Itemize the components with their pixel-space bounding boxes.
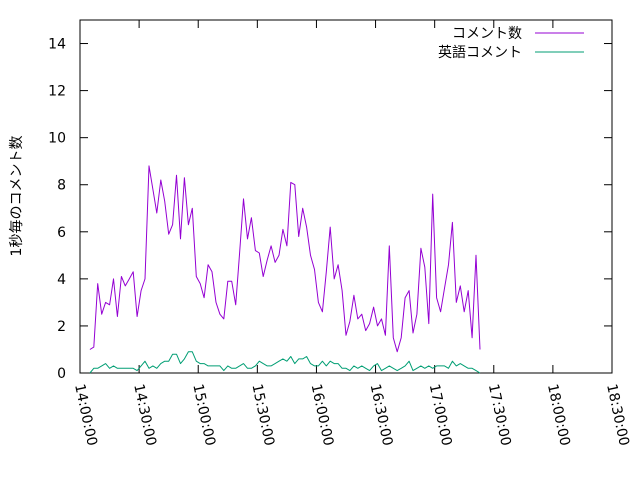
x-tick-label: 17:30:00 [485, 383, 514, 448]
y-axis-ticks: 0 2 4 6 8 10 12 14 [48, 37, 612, 382]
x-tick-label: 18:30:00 [603, 383, 632, 448]
legend-label: コメント数 [452, 26, 522, 42]
y-tick-label: 12 [48, 84, 66, 100]
x-axis-ticks: 14:00:00 14:30:00 15:00:00 15:30:00 16:00:00… [71, 20, 632, 447]
y-axis-label: 1秒毎のコメント数 [9, 136, 25, 257]
series-line-2 [89, 351, 481, 374]
y-tick-label: 2 [57, 319, 66, 335]
x-tick-label: 15:30:00 [248, 383, 277, 448]
y-tick-label: 4 [57, 272, 66, 288]
x-tick-label: 14:00:00 [71, 383, 100, 448]
x-tick-label: 15:00:00 [189, 383, 218, 448]
y-tick-label: 10 [48, 131, 66, 147]
x-tick-label: 17:00:00 [426, 383, 455, 448]
y-tick-label: 6 [57, 225, 66, 241]
y-tick-label: 14 [48, 37, 66, 53]
plot-frame [79, 19, 613, 374]
x-tick-label: 16:30:00 [367, 383, 396, 448]
legend-label: 英語コメント [438, 44, 522, 61]
x-tick-label: 14:30:00 [130, 383, 159, 448]
y-tick-label: 8 [57, 178, 66, 194]
y-tick-label: 0 [57, 366, 66, 382]
series-line-1 [89, 165, 481, 353]
x-tick-label: 18:00:00 [544, 383, 573, 448]
series-layer [89, 165, 481, 374]
x-tick-label: 16:00:00 [308, 383, 337, 448]
